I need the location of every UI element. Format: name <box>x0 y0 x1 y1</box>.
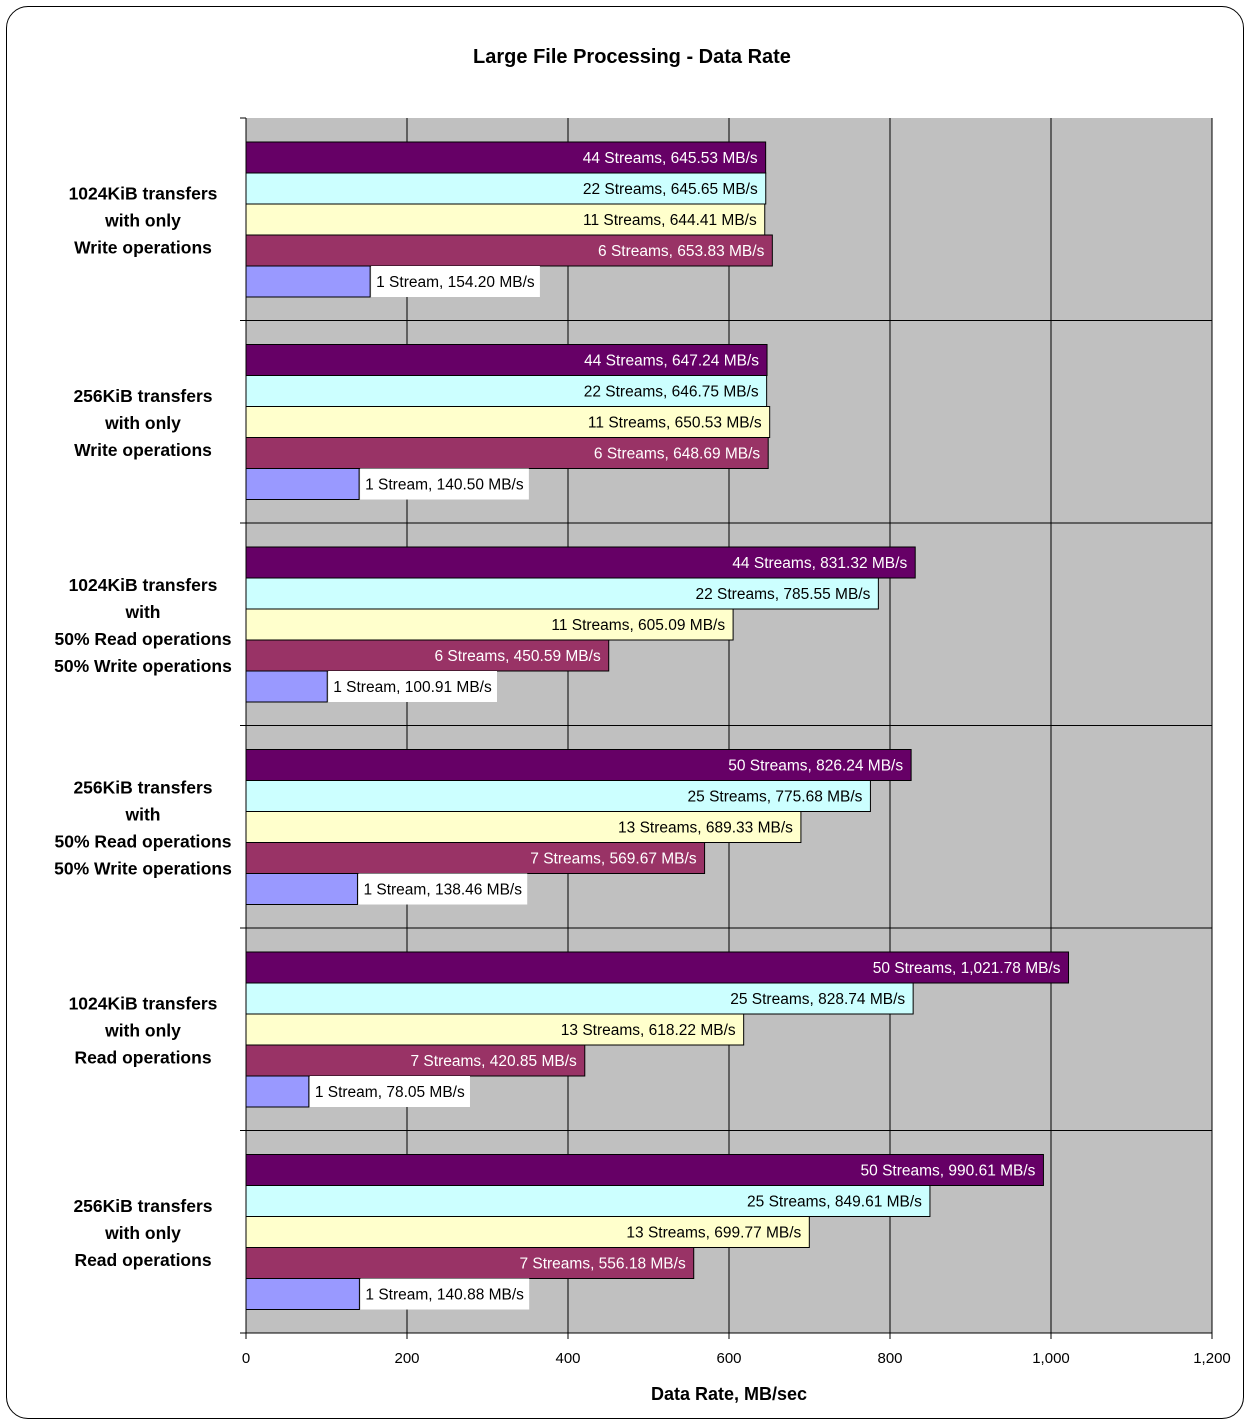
bar <box>245 1044 586 1077</box>
bar <box>245 344 768 376</box>
bar <box>245 1216 810 1248</box>
data-label: 44 Streams, 647.24 MB/s <box>584 353 759 370</box>
chart-title: Large File Processing - Data Rate <box>473 46 791 68</box>
data-label: 1 Stream, 140.88 MB/s <box>365 1287 524 1304</box>
data-label: 50 Streams, 826.24 MB/s <box>728 758 903 775</box>
bar <box>245 982 914 1015</box>
x-tick-label: 1,200 <box>1193 1350 1231 1367</box>
data-label: 22 Streams, 645.65 MB/s <box>583 181 758 198</box>
x-tick-label: 600 <box>716 1350 741 1367</box>
data-label: 6 Streams, 648.69 MB/s <box>594 446 761 463</box>
category-label: 50% Read operations <box>55 831 232 851</box>
data-label: 1 Stream, 138.46 MB/s <box>363 882 522 899</box>
category-label: with only <box>104 1020 181 1040</box>
category-label: with only <box>104 210 181 230</box>
data-label: 11 Streams, 644.41 MB/s <box>583 212 757 229</box>
plot-area: 0 200 400 600 800 1,000 1,200 44 Streams, 645.5… <box>54 117 1231 1367</box>
category-label: Write operations <box>74 237 212 257</box>
data-label-background <box>358 873 528 905</box>
data-label-background <box>309 1076 470 1107</box>
bar <box>245 375 768 407</box>
data-label: 13 Streams, 618.22 MB/s <box>561 1022 736 1039</box>
category-label: 1024KiB transfers <box>69 183 218 203</box>
data-label: 1 Stream, 78.05 MB/s <box>315 1084 465 1101</box>
bar <box>245 234 773 267</box>
category-label: with <box>125 602 161 622</box>
data-label: 7 Streams, 556.18 MB/s <box>519 1256 686 1273</box>
data-label: 44 Streams, 831.32 MB/s <box>732 555 907 572</box>
bar <box>245 172 767 205</box>
bar <box>245 951 1070 984</box>
data-label-background <box>328 671 498 702</box>
category-label: 1024KiB transfers <box>69 993 218 1013</box>
category-label: with only <box>104 413 181 433</box>
data-label: 1 Stream, 100.91 MB/s <box>333 679 492 696</box>
bar <box>245 468 360 500</box>
data-label: 44 Streams, 645.53 MB/s <box>583 150 758 167</box>
data-label: 7 Streams, 569.67 MB/s <box>530 851 697 868</box>
category-label: Read operations <box>74 1047 211 1067</box>
data-label: 50 Streams, 1,021.78 MB/s <box>873 960 1061 977</box>
x-tick-label: 200 <box>394 1350 419 1367</box>
bar <box>245 1013 745 1046</box>
data-label: 1 Stream, 140.50 MB/s <box>365 477 524 494</box>
data-label: 13 Streams, 689.33 MB/s <box>618 820 793 837</box>
data-label: 25 Streams, 775.68 MB/s <box>688 789 863 806</box>
category-label: 256KiB transfers <box>73 777 212 797</box>
bar <box>245 639 610 672</box>
data-label: 6 Streams, 653.83 MB/s <box>598 243 765 260</box>
category-label: 256KiB transfers <box>73 386 212 406</box>
category-label: with <box>125 804 161 824</box>
x-tick-label: 400 <box>555 1350 580 1367</box>
data-label-background <box>360 468 529 500</box>
bar <box>245 1185 931 1217</box>
category-label: 50% Write operations <box>54 656 232 676</box>
bar <box>245 1075 310 1108</box>
category-label: 1024KiB transfers <box>69 575 218 595</box>
bar <box>245 842 706 874</box>
bar <box>245 670 328 703</box>
data-label: 25 Streams, 849.61 MB/s <box>747 1194 922 1211</box>
data-label: 1 Stream, 154.20 MB/s <box>376 274 535 291</box>
category-label: 50% Write operations <box>54 858 232 878</box>
data-label-background <box>360 1278 530 1310</box>
category-label: Write operations <box>74 440 212 460</box>
data-label: 25 Streams, 828.74 MB/s <box>730 991 905 1008</box>
category-label: with only <box>104 1223 181 1243</box>
data-label: 11 Streams, 605.09 MB/s <box>551 617 725 634</box>
data-label: 6 Streams, 450.59 MB/s <box>434 648 601 665</box>
x-tick-label: 1,000 <box>1032 1350 1070 1367</box>
bar <box>245 749 912 781</box>
x-tick-label: 800 <box>877 1350 902 1367</box>
data-label: 50 Streams, 990.61 MB/s <box>861 1163 1036 1180</box>
category-label: Read operations <box>74 1250 211 1270</box>
bar <box>245 811 802 843</box>
bar <box>245 1278 360 1310</box>
bar <box>245 873 358 905</box>
bar <box>245 1247 695 1279</box>
bar <box>245 608 734 641</box>
bar <box>245 265 371 298</box>
data-label: 7 Streams, 420.85 MB/s <box>411 1053 578 1070</box>
x-tick-label: 0 <box>242 1350 250 1367</box>
bar <box>245 203 766 236</box>
category-label: 256KiB transfers <box>73 1196 212 1216</box>
data-label: 11 Streams, 650.53 MB/s <box>588 415 762 432</box>
data-label: 22 Streams, 646.75 MB/s <box>584 384 759 401</box>
bar <box>245 780 871 812</box>
bar <box>245 546 916 579</box>
data-label: 22 Streams, 785.55 MB/s <box>695 586 870 603</box>
bar <box>245 141 767 174</box>
data-label: 13 Streams, 699.77 MB/s <box>626 1225 801 1242</box>
bar <box>245 1154 1044 1186</box>
x-axis-title: Data Rate, MB/sec <box>651 1384 807 1404</box>
bar <box>245 406 771 438</box>
category-label: 50% Read operations <box>55 629 232 649</box>
data-label-background <box>371 266 540 297</box>
bar <box>245 437 769 469</box>
